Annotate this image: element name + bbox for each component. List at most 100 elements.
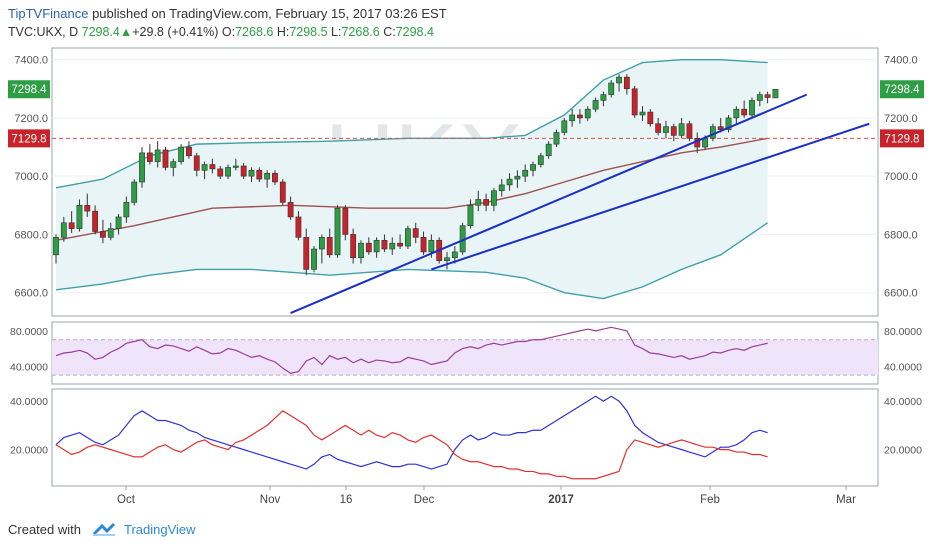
rsi-band-fill [52,339,878,376]
candle [201,161,208,180]
candle-body [350,234,357,259]
candle-body [389,242,396,250]
dmi-y-tick-left: 20.0000 [10,445,48,457]
tradingview-brand[interactable]: TradingView [124,522,196,537]
candle-body [76,205,83,229]
candle [756,91,763,107]
high-value: 7298.5 [289,25,328,39]
open-label: O: [221,25,236,39]
candle [217,165,224,180]
candle-body [373,239,380,253]
price-y-tick-right: 6800.0 [884,229,918,241]
candle [303,228,310,276]
candle-body [342,207,349,235]
resistance-tag-right-text: 7129.8 [884,133,919,145]
candle-body [272,172,278,183]
candle [334,205,341,258]
high-label: H: [276,25,290,39]
up-arrow-icon: ▲ [119,25,133,39]
candle-body [154,149,161,162]
candle [256,167,263,182]
candle [616,74,622,92]
candle [686,120,693,142]
candle-body [178,146,185,162]
candle-body [553,132,560,145]
candle [342,205,349,241]
candle-body [326,237,333,256]
x-tick-label: Mar [836,494,856,506]
candle [506,173,513,191]
candle [373,237,380,258]
candle-body [53,237,59,256]
candle [326,228,333,258]
candle-body [530,164,536,171]
candle [146,144,153,165]
candle [178,144,185,165]
candle-body [663,126,669,133]
candle-body [334,207,341,256]
price-y-tick-right: 6600.0 [884,288,918,300]
candle [498,179,505,197]
price-y-tick-left: 7400.0 [14,55,48,67]
candle [444,251,450,270]
candle-body [279,181,286,203]
candle [577,109,583,124]
low-value: 7268.6 [341,25,380,39]
candle-body [232,165,239,168]
candle [68,211,75,233]
resistance-tag-left [8,129,50,148]
candle [389,237,396,255]
last-price-tag-right-text: 7298.4 [884,84,920,96]
trendline-1 [290,93,808,315]
candle-body [764,94,771,98]
candle-body [107,228,114,238]
candle [420,231,427,255]
price-change: +29.8 (+0.41%) [132,25,219,39]
candle-body [647,111,654,125]
open-value: 7268.6 [235,25,274,39]
candle [162,147,169,171]
candle-body [514,175,521,180]
candle-body [240,165,247,177]
candle [600,91,607,107]
candle [553,129,560,148]
candle [381,234,388,252]
candle-body [287,202,294,218]
candle-body [569,114,576,122]
candle [131,179,138,206]
candle-body [686,123,693,139]
candle [569,109,576,127]
candle [397,234,403,249]
rsi-y-tick-left: 40.0000 [10,361,48,373]
candle [631,85,638,118]
candle [193,152,200,177]
x-tick-label: Feb [700,494,720,506]
candle-body [670,126,677,136]
trendline-2 [431,122,870,271]
candle [232,158,239,171]
x-tick-label: Dec [414,494,435,506]
candle-body [639,111,646,116]
dmi-y-tick-right: 40.0000 [884,396,922,408]
x-tick-label: Nov [260,494,281,506]
candle-body [100,231,106,238]
candle-body [131,181,138,203]
candle [84,193,91,217]
candle-body [483,199,489,206]
candle-body [303,237,310,270]
candle-body [428,239,435,253]
candle [670,123,677,142]
candle-body [475,199,482,206]
price-y-tick-right: 7400.0 [884,55,918,67]
price-y-tick-left: 7200.0 [14,113,48,125]
candle [772,88,779,99]
publisher-name[interactable]: TipTVFinance [8,6,89,21]
candle-body [381,239,388,250]
candle [764,91,771,104]
candle [483,193,489,212]
candle [350,228,357,264]
candle-body [616,76,622,84]
candle-body [506,178,513,186]
candle-body [631,88,638,116]
